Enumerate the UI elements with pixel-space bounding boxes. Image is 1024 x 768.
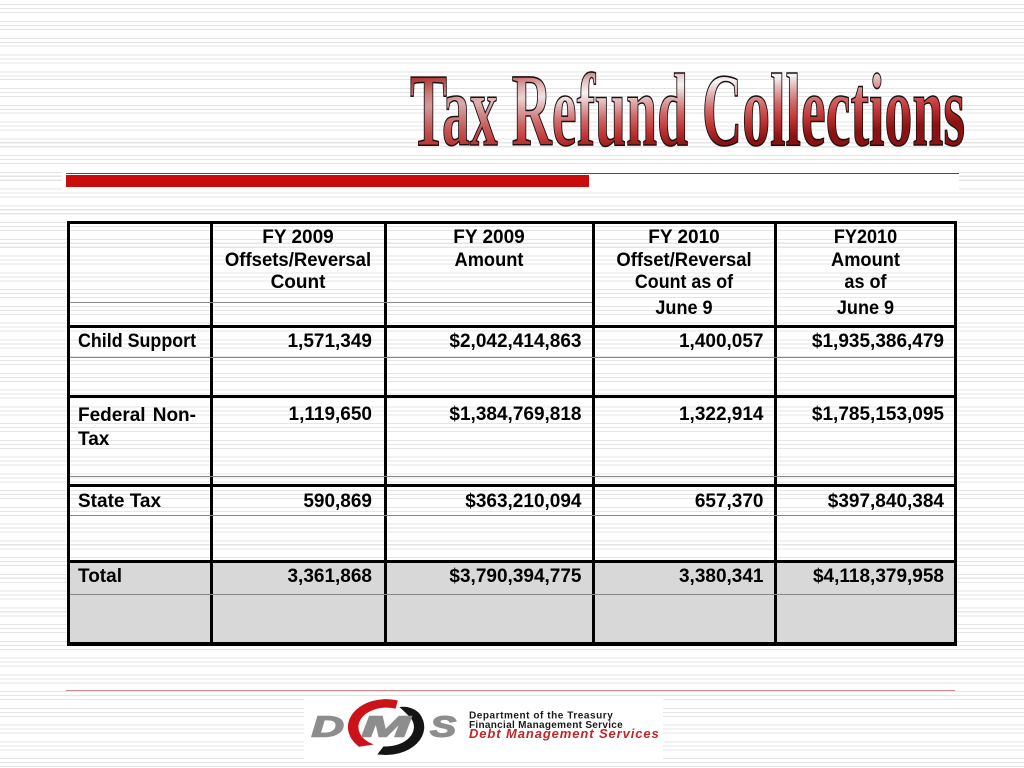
svg-text:Debt Management Services: Debt Management Services: [469, 726, 660, 741]
svg-text:Financial Management Service: Financial Management Service: [469, 720, 623, 731]
svg-text:Department of the Treasury: Department of the Treasury: [469, 711, 613, 722]
svg-text:S: S: [430, 711, 456, 743]
svg-text:M: M: [362, 710, 411, 743]
svg-text:Tax Refund Collections: Tax Refund Collections: [410, 53, 965, 160]
svg-text:Tax Refund Collections: Tax Refund Collections: [410, 53, 965, 160]
svg-text:D: D: [312, 711, 344, 743]
